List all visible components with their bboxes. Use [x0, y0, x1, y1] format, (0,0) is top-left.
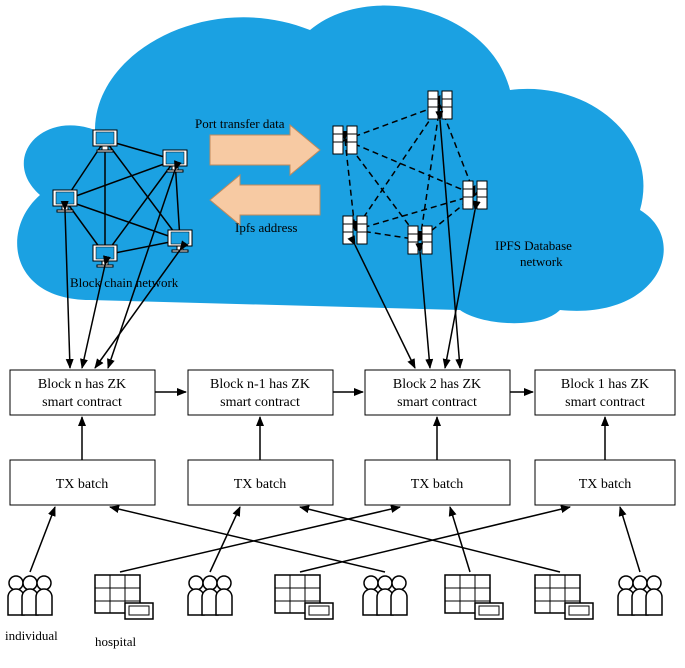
- block-n-label1: Block n has ZK: [38, 377, 126, 392]
- ipfs-address-label: Ipfs address: [235, 220, 297, 235]
- port-transfer-label: Port transfer data: [195, 116, 285, 131]
- block-2-label1: Block 2 has ZK: [393, 377, 481, 392]
- tx1-label: TX batch: [234, 477, 286, 492]
- block-n1-label1: Block n-1 has ZK: [210, 377, 310, 392]
- block-1-label2: smart contract: [565, 395, 645, 410]
- hospital-icon: [95, 575, 153, 619]
- block-n-1: Block n-1 has ZK smart contract: [188, 370, 333, 415]
- people-group-icon: [188, 576, 232, 615]
- tx-batch-3: TX batch: [535, 460, 675, 505]
- blockchain-network-label: Block chain network: [70, 275, 179, 290]
- block-n: Block n has ZK smart contract: [10, 370, 155, 415]
- bottom-entities: [8, 575, 662, 619]
- hospital-icon: [445, 575, 503, 619]
- tx0-label: TX batch: [56, 477, 108, 492]
- hospital-icon: [535, 575, 593, 619]
- block-2: Block 2 has ZK smart contract: [365, 370, 510, 415]
- tx-batch-2: TX batch: [365, 460, 510, 505]
- people-group-icon: [363, 576, 407, 615]
- ipfs-network-label-2: network: [520, 254, 563, 269]
- block-1: Block 1 has ZK smart contract: [535, 370, 675, 415]
- tx2-label: TX batch: [411, 477, 463, 492]
- tx-batch-1: TX batch: [188, 460, 333, 505]
- block-1-label1: Block 1 has ZK: [561, 377, 649, 392]
- ipfs-network-label-1: IPFS Database: [495, 238, 572, 253]
- entity-to-tx-arrows: [30, 507, 640, 572]
- tx3-label: TX batch: [579, 477, 631, 492]
- hospital-icon: [275, 575, 333, 619]
- people-group-icon: [618, 576, 662, 615]
- block-2-label2: smart contract: [397, 395, 477, 410]
- tx-batch-0: TX batch: [10, 460, 155, 505]
- tx-row: TX batch TX batch TX batch TX batch: [10, 460, 675, 505]
- block-n1-label2: smart contract: [220, 395, 300, 410]
- people-group-icon: [8, 576, 52, 615]
- individual-label: individual: [5, 628, 58, 643]
- tx-to-block-arrows: [82, 417, 605, 460]
- hospital-label: hospital: [95, 634, 137, 649]
- block-n-label2: smart contract: [42, 395, 122, 410]
